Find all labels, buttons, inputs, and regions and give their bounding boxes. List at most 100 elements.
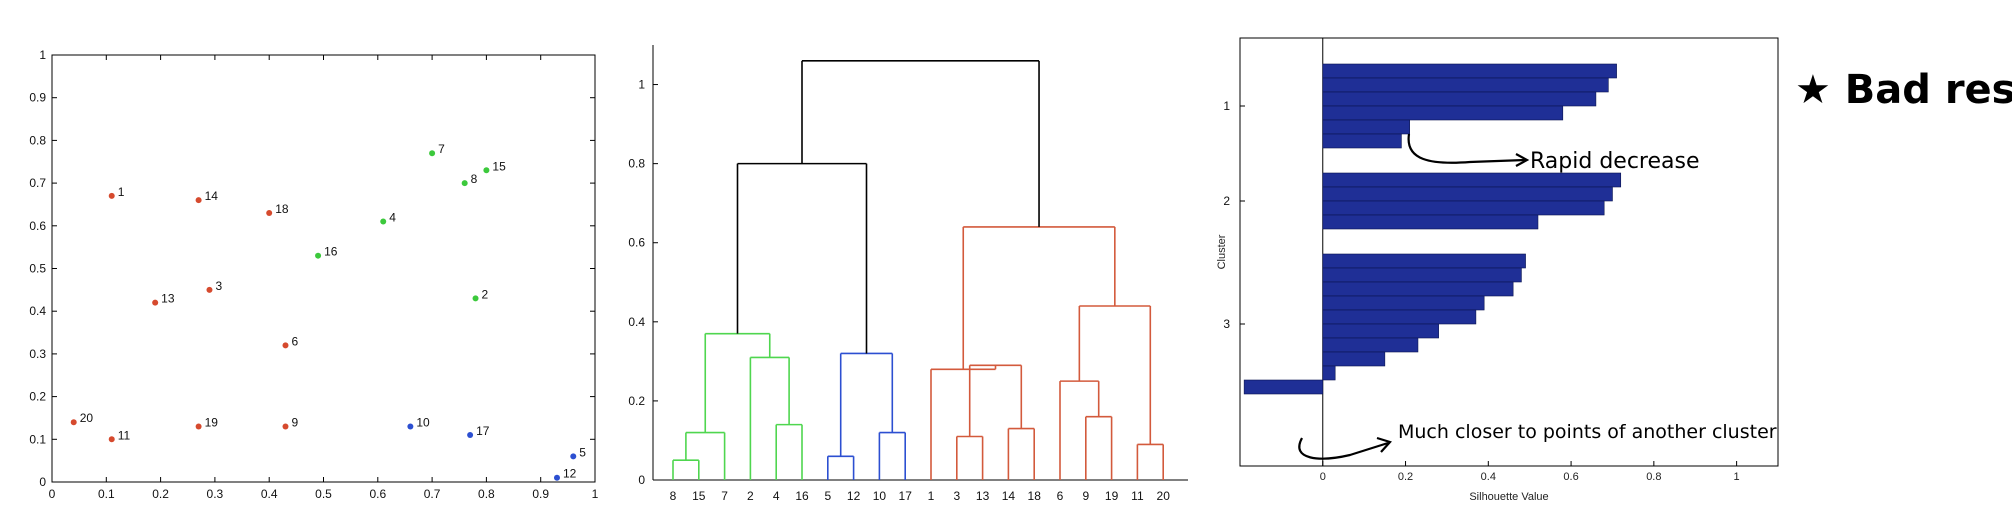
dendrogram-leaf-label: 13 (976, 489, 990, 503)
silhouette-x-axis-label: Silhouette Value (1469, 491, 1548, 503)
scatter-x-tick-label: 0.3 (207, 487, 224, 501)
silhouette-bar (1322, 281, 1514, 297)
rapid-decrease-arrowhead (1515, 153, 1530, 167)
scatter-point-label: 14 (205, 189, 219, 203)
scatter-point-label: 17 (476, 424, 490, 438)
scatter-y-tick-label: 0 (39, 475, 46, 489)
dendrogram-leaf-label: 10 (873, 489, 887, 503)
scatter-y-tick-label: 0.5 (29, 262, 46, 276)
scatter-y-tick-label: 1 (39, 48, 46, 62)
scatter-x-tick-label: 0.2 (152, 487, 169, 501)
scatter-point-label: 10 (416, 415, 430, 429)
dendrogram-leaf-label: 15 (692, 489, 706, 503)
silhouette-bar (1322, 337, 1419, 353)
scatter-x-tick-label: 0.9 (532, 487, 549, 501)
scatter-point (407, 423, 414, 430)
scatter-x-tick-label: 1 (592, 487, 599, 501)
silhouette-y-axis-label: Cluster (1216, 234, 1228, 269)
scatter-x-tick-label: 0.7 (424, 487, 441, 501)
dendrogram-leaf-label: 8 (670, 489, 677, 503)
dendrogram-links (672, 60, 1164, 480)
scatter-x-tick-label: 0.1 (98, 487, 115, 501)
scatter-point (108, 192, 115, 199)
dendrogram-leaf-label: 14 (1002, 489, 1016, 503)
dendrogram-y-tick-label: 0.4 (628, 315, 645, 329)
rapid-decrease-arrow (1407, 133, 1526, 164)
dendrogram-leaf-label: 3 (953, 489, 960, 503)
dendrogram: 00.20.40.60.81 8 15 7 2 4 16 5 12 10 17 1 3 13 14 18 6 9… (628, 45, 1188, 503)
dendrogram-leaf-label: 1 (928, 489, 935, 503)
rapid-decrease-note: Rapid decrease (1530, 149, 1700, 174)
scatter-point-label: 4 (389, 211, 396, 225)
scatter-y-tick-label: 0.8 (29, 133, 46, 147)
scatter-point-label: 3 (215, 279, 222, 293)
scatter-x-tick-label: 0.8 (478, 487, 495, 501)
scatter-point (570, 453, 577, 460)
dendrogram-leaf-label: 18 (1028, 489, 1042, 503)
handwritten-annotations: ★ Bad result Rapid decrease Much closer … (1298, 67, 2012, 460)
scatter-point (70, 419, 77, 426)
silhouette-bar (1322, 323, 1439, 339)
scatter-x-tick-label: 0 (49, 487, 56, 501)
scatter-point-label: 18 (275, 202, 289, 216)
silhouette-bar (1322, 295, 1485, 311)
scatter-y-tick-label: 0.1 (29, 432, 46, 446)
scatter-point-label: 19 (205, 415, 219, 429)
dendrogram-y-tick-label: 0.8 (628, 157, 645, 171)
dendrogram-leaf-label: 7 (721, 489, 728, 503)
dendrogram-leaf-label: 11 (1131, 489, 1144, 503)
scatter-point-label: 8 (471, 172, 478, 186)
scatter-point-label: 2 (482, 287, 489, 301)
scatter-point (461, 180, 468, 187)
dendrogram-leaf-label: 12 (847, 489, 861, 503)
silhouette-bar (1322, 309, 1477, 325)
scatter-plot: 0 0.1 0.2 0.3 0.4 0.5 0.6 0.7 0.8 0.9 1 0 0.1 0.2 0.3… (29, 48, 598, 501)
scatter-point (472, 295, 479, 302)
scatter-point-label: 13 (161, 292, 175, 306)
silhouette-bar (1322, 365, 1336, 381)
scatter-y-tick-label: 0.3 (29, 347, 46, 361)
scatter-point (266, 209, 273, 216)
dendrogram-y-tick-label: 0.2 (628, 394, 645, 408)
scatter-x-tick-label: 0.4 (261, 487, 278, 501)
silhouette-y-tick-label: 1 (1223, 99, 1230, 113)
silhouette-x-tick-label: 0.6 (1563, 471, 1578, 483)
silhouette-bar (1322, 200, 1605, 216)
dendrogram-y-tick-label: 0.6 (628, 236, 645, 250)
dendrogram-leaf-label: 9 (1082, 489, 1089, 503)
scatter-point (380, 218, 387, 225)
dendrogram-y-tick-label: 1 (638, 78, 645, 92)
dendrogram-leaf-label: 20 (1157, 489, 1171, 503)
scatter-point (282, 423, 289, 430)
scatter-point-label: 12 (563, 467, 577, 481)
silhouette-bar (1322, 267, 1522, 283)
silhouette-bar (1322, 91, 1597, 107)
silhouette-y-tick-label: 2 (1223, 194, 1230, 208)
scatter-point-label: 11 (118, 428, 131, 442)
scatter-point (553, 474, 560, 481)
scatter-point (195, 197, 202, 204)
scatter-y-tick-label: 0.6 (29, 219, 46, 233)
scatter-y-axis: 0 0.1 0.2 0.3 0.4 0.5 0.6 0.7 0.8 0.9 1 (29, 48, 595, 489)
silhouette-bar (1322, 351, 1386, 367)
scatter-point-label: 1 (118, 185, 125, 199)
scatter-x-tick-label: 0.6 (369, 487, 386, 501)
silhouette-x-tick-label: 0.8 (1646, 471, 1661, 483)
silhouette-bar (1322, 63, 1617, 79)
scatter-point-label: 7 (438, 142, 445, 156)
scatter-y-tick-label: 0.7 (29, 176, 46, 190)
scatter-point (152, 299, 159, 306)
dendrogram-leaf-label: 16 (795, 489, 809, 503)
dendrogram-y-axis: 0 0.2 0.4 0.6 0.8 1 (628, 78, 658, 487)
silhouette-y-tick-label: 3 (1223, 317, 1230, 331)
dendrogram-leaf-label: 6 (1057, 489, 1064, 503)
dendrogram-leaf-label: 5 (824, 489, 831, 503)
dendrogram-y-tick-label: 0 (638, 473, 645, 487)
scatter-x-tick-label: 0.5 (315, 487, 332, 501)
closer-cluster-arrow (1298, 437, 1389, 460)
dendrogram-leaf-label: 4 (773, 489, 780, 503)
silhouette-x-tick-label: 1 (1734, 471, 1740, 483)
silhouette-x-tick-label: 0.2 (1398, 471, 1413, 483)
scatter-point-label: 20 (80, 411, 94, 425)
